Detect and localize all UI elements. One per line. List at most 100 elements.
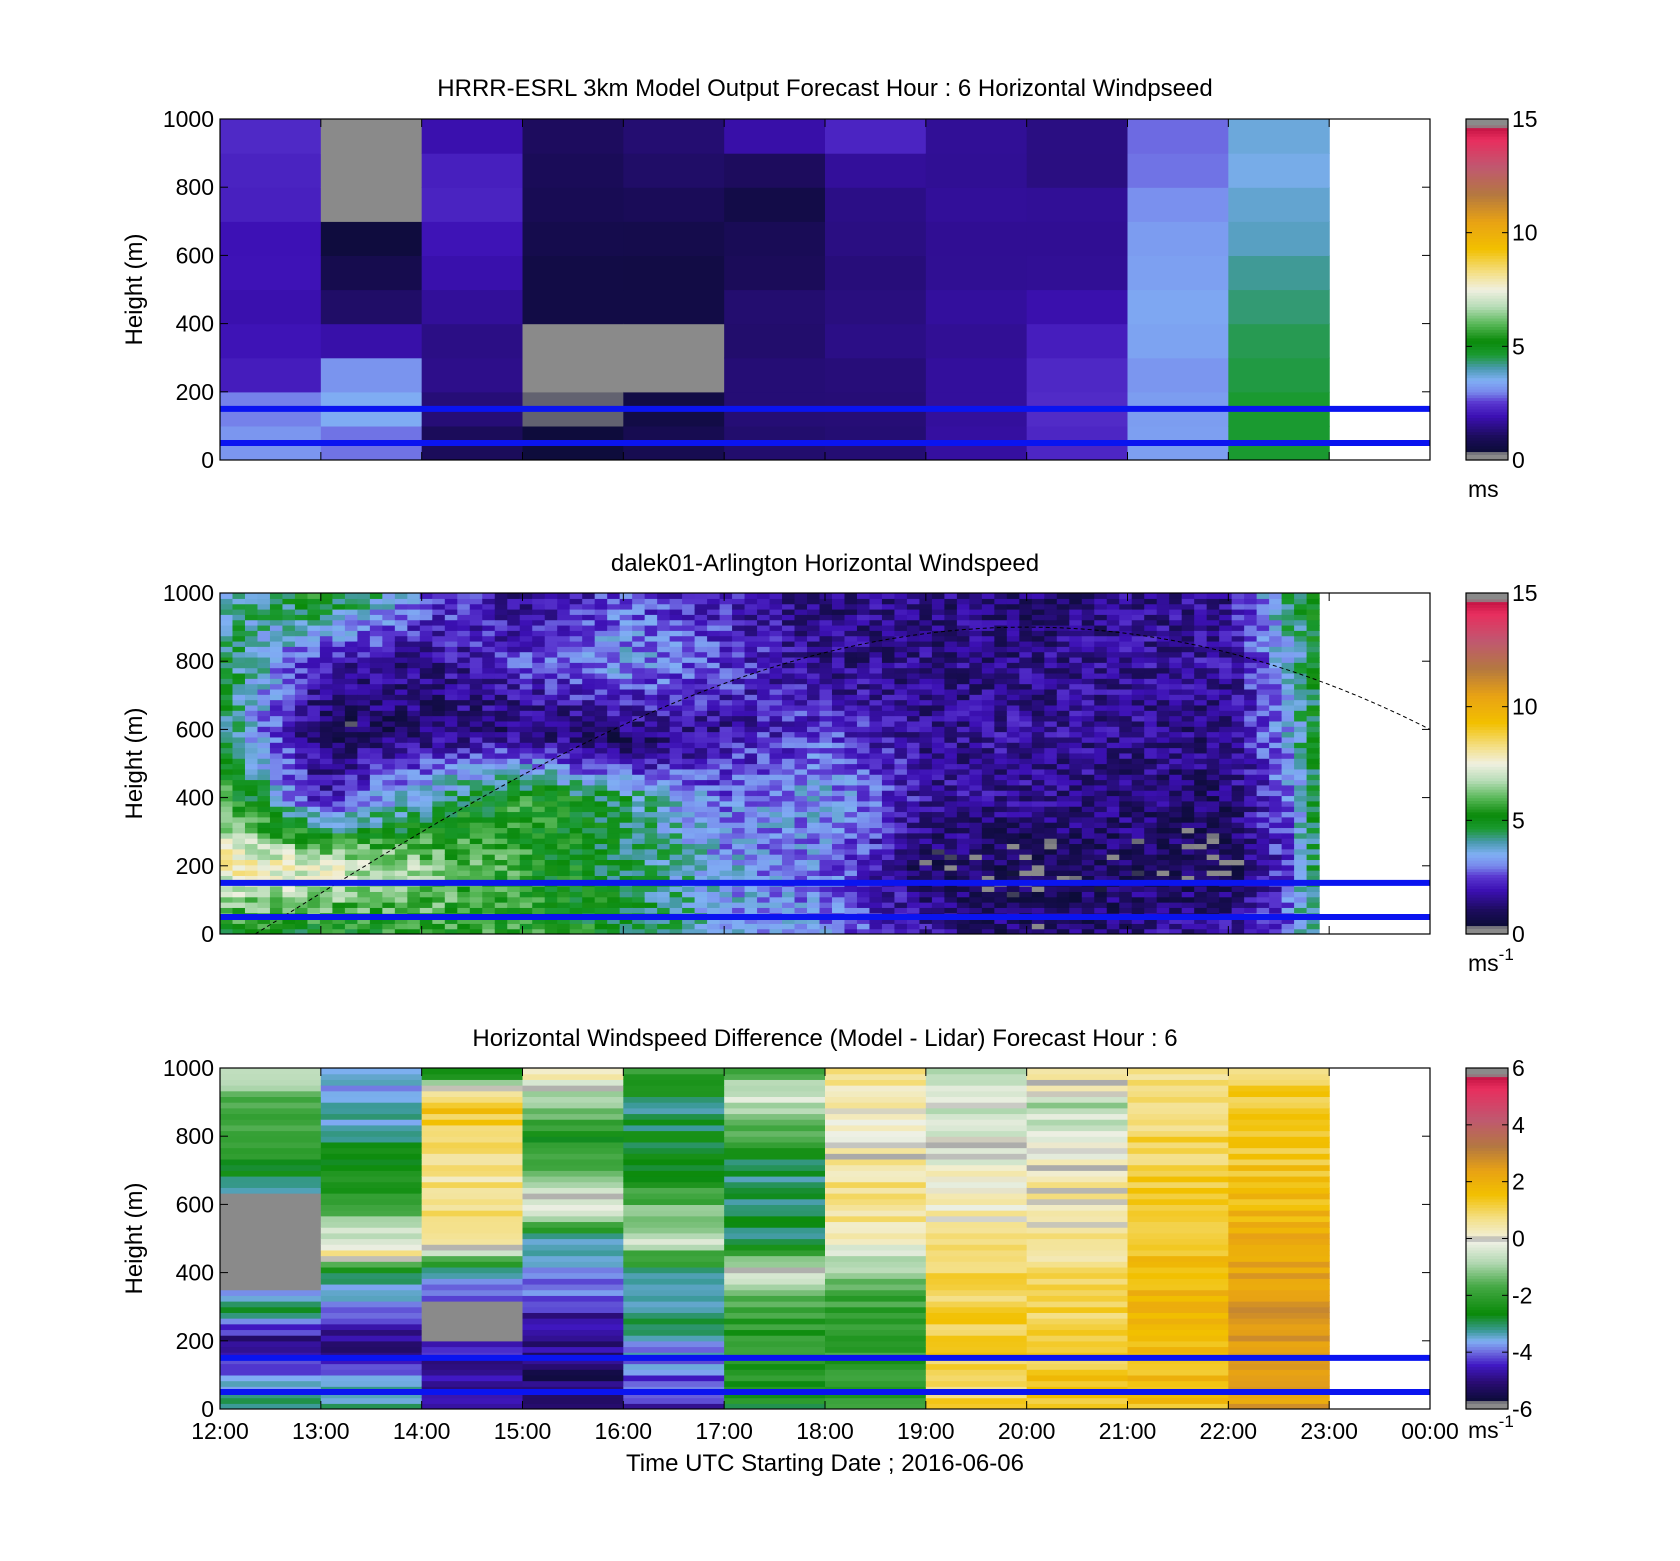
heatmap-cell <box>881 875 896 882</box>
heatmap-cell <box>925 357 1028 393</box>
heatmap-cell <box>419 875 433 882</box>
heatmap-cell <box>1106 683 1120 690</box>
heatmap-cell <box>244 720 259 727</box>
heatmap-cell <box>369 752 383 759</box>
heatmap-cell <box>232 838 246 845</box>
heatmap-cell <box>544 832 558 839</box>
heatmap-cell <box>956 763 970 770</box>
heatmap-cell <box>732 768 746 775</box>
heatmap-cell <box>482 593 496 599</box>
heatmap-cell <box>669 779 683 786</box>
heatmap-cell <box>807 640 821 647</box>
colorbar-segment <box>1466 440 1508 444</box>
heatmap-cell <box>1044 752 1058 759</box>
colorbar-segment <box>1466 133 1508 137</box>
heatmap-cell <box>881 907 896 914</box>
heatmap-cell <box>856 662 871 669</box>
heatmap-cell <box>307 731 321 738</box>
heatmap-cell <box>269 630 284 637</box>
heatmap-cell <box>332 811 346 818</box>
heatmap-cell <box>394 624 408 631</box>
heatmap-cell <box>981 806 995 813</box>
heatmap-cell <box>856 822 871 829</box>
heatmap-cell <box>294 816 309 823</box>
heatmap-cell <box>1069 726 1083 733</box>
heatmap-cell <box>1127 119 1229 154</box>
heatmap-cell <box>694 736 708 743</box>
heatmap-cell <box>669 624 683 631</box>
heatmap-cell <box>257 672 271 679</box>
heatmap-cell <box>357 827 371 834</box>
heatmap-cell <box>369 731 383 738</box>
heatmap-cell <box>469 619 483 626</box>
heatmap-cell <box>407 784 421 791</box>
heatmap-cell <box>906 870 921 876</box>
heatmap-cell <box>1019 630 1033 637</box>
heatmap-cell <box>394 822 408 829</box>
heatmap-cell <box>669 619 683 626</box>
heatmap-cell <box>332 891 346 898</box>
heatmap-cell <box>319 800 334 807</box>
heatmap-cell <box>782 875 796 882</box>
heatmap-cell <box>432 736 446 743</box>
heatmap-cell <box>682 667 696 674</box>
heatmap-cell <box>282 827 296 834</box>
heatmap-cell <box>1044 854 1058 861</box>
heatmap-cell <box>432 603 446 610</box>
heatmap-cell <box>307 720 321 727</box>
heatmap-cell <box>724 119 826 154</box>
heatmap-cell <box>682 662 696 669</box>
heatmap-cell <box>744 694 758 701</box>
heatmap-cell <box>469 891 483 898</box>
heatmap-cell <box>544 907 558 914</box>
heatmap-cell <box>1127 255 1229 291</box>
heatmap-cell <box>1019 672 1033 679</box>
heatmap-cell <box>494 742 508 749</box>
heatmap-cell <box>906 694 921 701</box>
heatmap-cell <box>944 646 958 653</box>
heatmap-cell <box>407 752 421 759</box>
heatmap-cell <box>1119 624 1133 631</box>
heatmap-cell <box>669 768 683 775</box>
heatmap-cell <box>607 891 621 898</box>
heatmap-cell <box>532 928 546 934</box>
heatmap-cell <box>1069 923 1083 930</box>
heatmap-cell <box>906 843 921 850</box>
heatmap-cell <box>969 763 983 770</box>
heatmap-cell <box>1031 624 1045 631</box>
heatmap-cell <box>694 747 708 754</box>
heatmap-cell <box>269 731 284 738</box>
heatmap-cell <box>657 747 671 754</box>
heatmap-cell <box>1056 678 1070 685</box>
heatmap-cell <box>956 891 970 898</box>
heatmap-cell <box>831 854 846 861</box>
heatmap-cell <box>956 864 970 871</box>
heatmap-cell <box>220 843 234 850</box>
heatmap-cell <box>282 918 296 924</box>
heatmap-cell <box>332 886 346 892</box>
heatmap-cell <box>220 811 234 818</box>
heatmap-cell <box>894 635 908 642</box>
heatmap-cell <box>769 742 783 749</box>
heatmap-cell <box>719 763 733 770</box>
heatmap-cell <box>744 923 758 930</box>
heatmap-cell <box>969 790 983 797</box>
heatmap-cell <box>557 822 571 829</box>
heatmap-cell <box>956 918 970 924</box>
heatmap-cell <box>1094 747 1108 754</box>
heatmap-cell <box>444 710 458 717</box>
heatmap-cell <box>1019 742 1033 749</box>
heatmap-cell <box>244 758 259 765</box>
colorbar-segment <box>1466 258 1508 262</box>
heatmap-cell <box>1106 635 1120 642</box>
heatmap-cell <box>1081 854 1095 861</box>
heatmap-cell <box>507 923 521 930</box>
heatmap-cell <box>432 672 446 679</box>
heatmap-cell <box>294 768 309 775</box>
heatmap-cell <box>319 742 334 749</box>
heatmap-cell <box>1106 875 1120 882</box>
colorbar-segment <box>1466 263 1508 268</box>
heatmap-cell <box>582 710 596 717</box>
heatmap-cell <box>569 598 583 605</box>
heatmap-cell <box>744 688 758 695</box>
